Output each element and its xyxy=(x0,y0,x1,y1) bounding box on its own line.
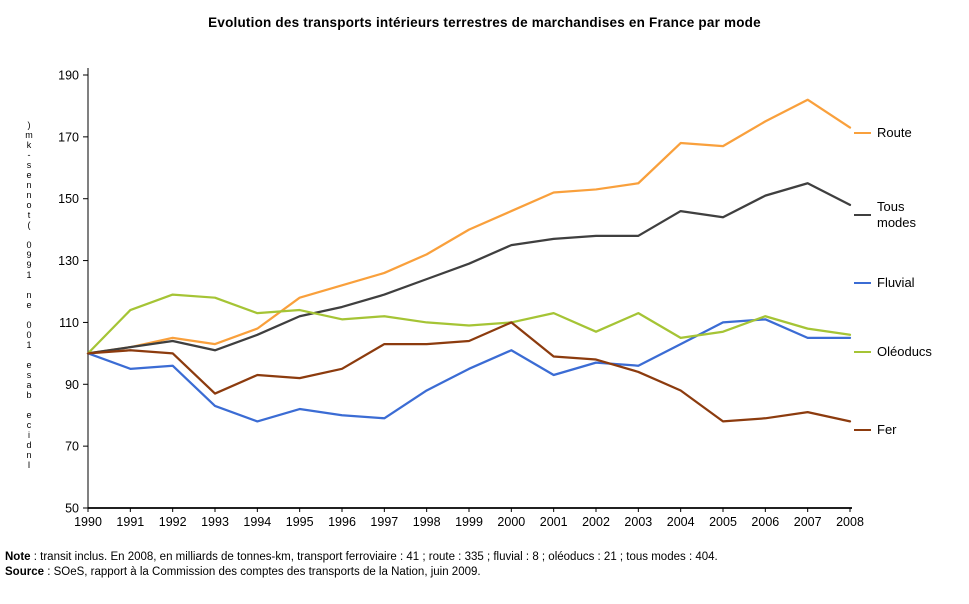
legend-label-route: Route xyxy=(877,125,912,140)
legend-item-route: Route xyxy=(854,125,912,141)
svg-text:90: 90 xyxy=(65,378,79,392)
svg-text:70: 70 xyxy=(65,440,79,454)
svg-text:1992: 1992 xyxy=(159,515,187,529)
svg-text:1994: 1994 xyxy=(243,515,271,529)
svg-text:1997: 1997 xyxy=(370,515,398,529)
svg-text:2007: 2007 xyxy=(794,515,822,529)
source-label: Source xyxy=(5,566,44,578)
legend-item-tous-modes: Tous modes xyxy=(854,199,925,231)
chart-title: Evolution des transports intérieurs terr… xyxy=(208,15,761,30)
svg-text:2001: 2001 xyxy=(540,515,568,529)
legend-label-fluvial: Fluvial xyxy=(877,275,915,290)
y-axis-title: )mk-sennot( 0991 ne 001 esab ecidnI xyxy=(24,120,34,470)
legend-label-fer: Fer xyxy=(877,422,897,437)
svg-text:1990: 1990 xyxy=(74,515,102,529)
note-text: : transit inclus. En 2008, en milliards … xyxy=(30,551,718,563)
note-line: Note : transit inclus. En 2008, en milli… xyxy=(5,550,718,564)
svg-text:50: 50 xyxy=(65,502,79,516)
svg-text:2004: 2004 xyxy=(667,515,695,529)
svg-text:1991: 1991 xyxy=(116,515,144,529)
source-line: Source : SOeS, rapport à la Commission d… xyxy=(5,565,481,579)
svg-text:150: 150 xyxy=(58,192,79,206)
svg-text:2003: 2003 xyxy=(624,515,652,529)
legend-item-fer: Fer xyxy=(854,422,897,438)
svg-text:1996: 1996 xyxy=(328,515,356,529)
svg-text:1998: 1998 xyxy=(413,515,441,529)
svg-text:130: 130 xyxy=(58,254,79,268)
legend-dash-route-icon xyxy=(854,131,871,135)
legend-dash-fer-icon xyxy=(854,428,871,432)
svg-text:2005: 2005 xyxy=(709,515,737,529)
svg-text:1999: 1999 xyxy=(455,515,483,529)
svg-text:170: 170 xyxy=(58,130,79,144)
svg-text:190: 190 xyxy=(58,69,79,83)
svg-text:1995: 1995 xyxy=(286,515,314,529)
svg-text:2000: 2000 xyxy=(497,515,525,529)
svg-text:110: 110 xyxy=(59,316,79,330)
legend-dash-oleoducs-icon xyxy=(854,350,871,354)
svg-text:2002: 2002 xyxy=(582,515,610,529)
svg-text:2008: 2008 xyxy=(836,515,864,529)
legend-label-oleoducs: Oléoducs xyxy=(877,344,932,359)
source-text: : SOeS, rapport à la Commission des comp… xyxy=(44,566,481,578)
legend-item-oleoducs: Oléoducs xyxy=(854,344,932,360)
svg-text:2006: 2006 xyxy=(751,515,779,529)
svg-text:1993: 1993 xyxy=(201,515,229,529)
note-label: Note xyxy=(5,551,31,563)
legend-item-fluvial: Fluvial xyxy=(854,275,915,291)
legend-dash-fluvial-icon xyxy=(854,281,871,285)
legend-dash-tous-modes-icon xyxy=(854,213,871,217)
legend-label-tous-modes: Tous modes xyxy=(877,199,917,230)
